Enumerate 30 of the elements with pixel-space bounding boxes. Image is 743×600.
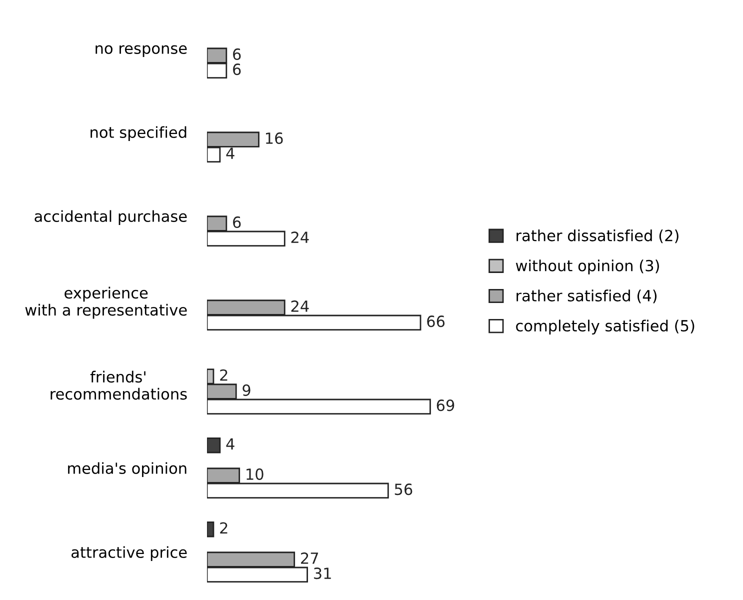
- data-label: 6: [233, 48, 241, 60]
- bar: [207, 437, 221, 454]
- data-label: 4: [226, 148, 234, 159]
- data-label: 24: [291, 232, 309, 243]
- data-label: 27: [301, 552, 318, 564]
- data-label: 66: [427, 316, 445, 328]
- data-label: 16: [266, 132, 283, 144]
- y-tick-label: attractive price: [72, 546, 187, 561]
- data-label: 24: [291, 300, 309, 312]
- bar: [207, 521, 214, 538]
- y-tick-label: experience with a representative: [25, 286, 187, 319]
- legend-label: without opinion (3): [516, 260, 659, 274]
- y-tick-label: friends' recommendations: [50, 370, 187, 400]
- data-label: 2: [220, 369, 228, 381]
- y-tick-label: no response: [96, 45, 187, 57]
- data-label: 4: [226, 438, 234, 450]
- data-label: 10: [246, 468, 264, 480]
- y-tick-label: not specified: [90, 126, 186, 141]
- data-label: 9: [242, 384, 250, 396]
- data-label: 2: [220, 522, 228, 534]
- legend-label: rather dissatisfied (2): [516, 230, 678, 244]
- data-label: 6: [233, 64, 241, 76]
- data-label: 31: [314, 568, 331, 580]
- data-label: 56: [394, 484, 412, 496]
- data-label: 6: [233, 216, 241, 228]
- legend-label: completely satisfied (5): [516, 320, 694, 334]
- y-tick-label: accidental purchase: [34, 210, 187, 225]
- data-label: 69: [436, 400, 454, 412]
- y-tick-label: media's opinion: [68, 462, 186, 477]
- legend-label: rather satisfied (4): [516, 290, 657, 304]
